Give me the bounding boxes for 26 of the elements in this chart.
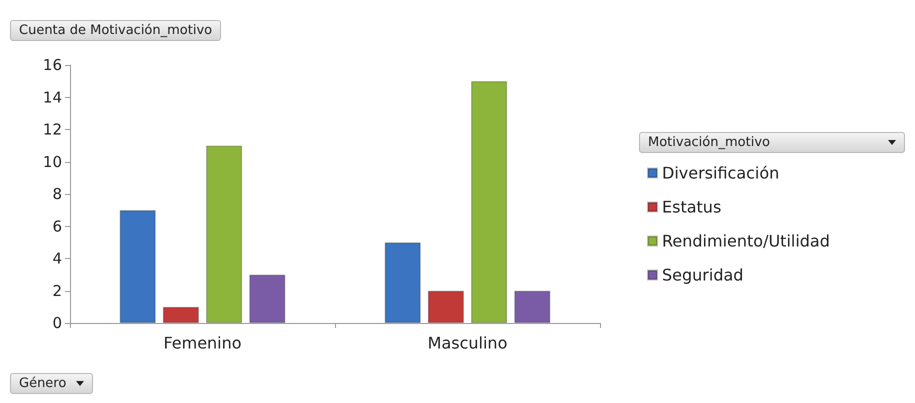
chart-title: Cuenta de Motivación_motivo bbox=[19, 23, 212, 38]
y-tick-label: 4 bbox=[52, 250, 62, 268]
bar bbox=[514, 290, 550, 323]
y-tick-label: 10 bbox=[42, 152, 62, 171]
y-tick-label: 16 bbox=[42, 56, 62, 74]
bar bbox=[428, 290, 464, 323]
y-tick-label: 2 bbox=[52, 282, 62, 300]
x-tick-label: Masculino bbox=[428, 334, 508, 352]
bar bbox=[249, 274, 286, 323]
x-axis-title: Género bbox=[19, 376, 66, 391]
x-tick-label: Femenino bbox=[163, 334, 242, 352]
y-tick-label: 8 bbox=[52, 185, 62, 203]
y-tick-label: 0 bbox=[52, 314, 62, 332]
legend-label: Diversificación bbox=[662, 164, 780, 182]
bar bbox=[384, 242, 421, 323]
y-tick-label: 14 bbox=[42, 88, 62, 106]
y-tick-label: 12 bbox=[42, 120, 62, 138]
bar bbox=[120, 210, 156, 323]
legend-label: Rendimiento/Utilidad bbox=[662, 232, 830, 250]
bar bbox=[206, 146, 242, 323]
legend-label: Estatus bbox=[662, 198, 722, 216]
bar bbox=[471, 81, 508, 323]
y-tick-label: 6 bbox=[52, 217, 62, 236]
legend-title: Motivación_motivo bbox=[648, 135, 770, 150]
legend-label: Seguridad bbox=[662, 266, 744, 284]
bar bbox=[162, 306, 199, 323]
